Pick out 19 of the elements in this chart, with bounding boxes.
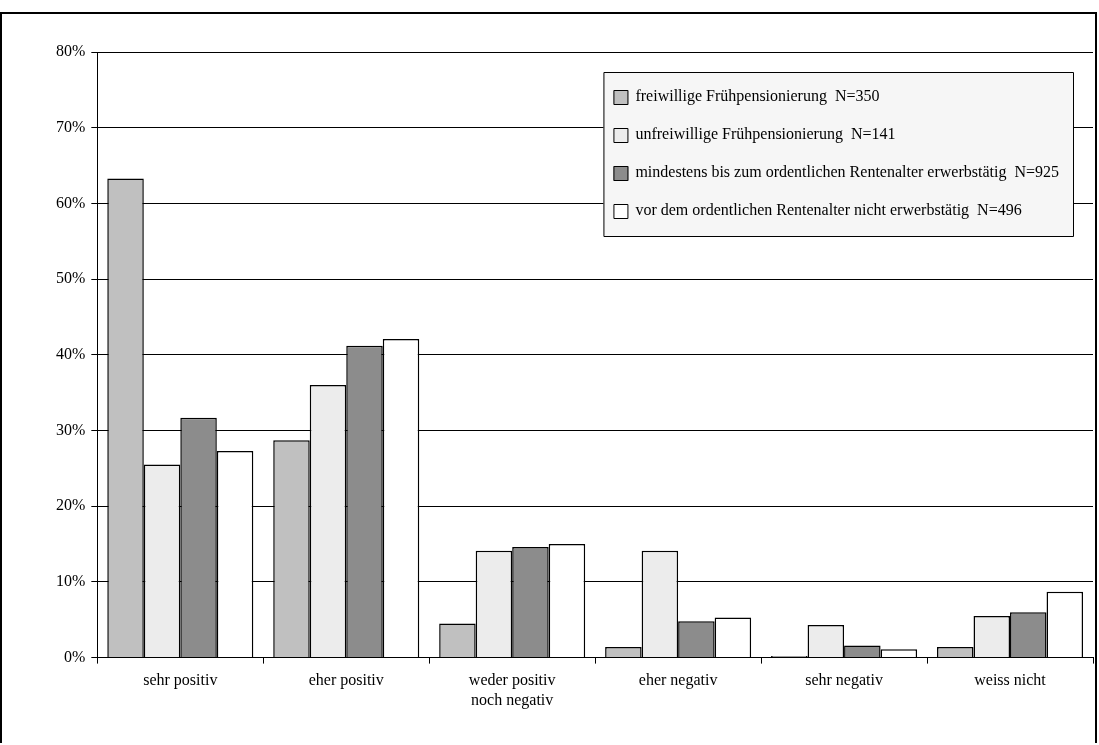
legend-label: vor dem ordentlichen Rentenalter nicht erwerbstätig N=496 bbox=[635, 201, 1022, 220]
y-tick-label: 80% bbox=[56, 42, 86, 60]
y-tick-label: 20% bbox=[56, 496, 86, 514]
y-tick-label: 50% bbox=[56, 269, 86, 287]
legend-label: unfreiwillige Frühpensionierung N=141 bbox=[635, 125, 896, 144]
x-tick-label: sehr negativ bbox=[805, 671, 883, 690]
x-tick-label: weder positiv noch negativ bbox=[468, 671, 556, 709]
y-tick-label: 70% bbox=[56, 117, 86, 135]
y-tick-label: 0% bbox=[64, 647, 86, 665]
y-tick-label: 40% bbox=[56, 345, 86, 362]
y-tick-label: 30% bbox=[56, 420, 86, 438]
x-tick-label: weiss nicht bbox=[974, 671, 1047, 689]
x-tick-label: eher positiv bbox=[308, 671, 384, 690]
legend-label: freiwillige Frühpensionierung N=350 bbox=[635, 87, 880, 106]
x-tick-label: sehr positiv bbox=[143, 671, 218, 690]
y-tick-label: 10% bbox=[56, 572, 86, 590]
x-tick-label: eher negativ bbox=[638, 671, 718, 690]
legend-label: mindestens bis zum ordentlichen Rentenalter erwerbstätig N=925 bbox=[635, 163, 1059, 182]
y-tick-label: 60% bbox=[56, 193, 86, 211]
